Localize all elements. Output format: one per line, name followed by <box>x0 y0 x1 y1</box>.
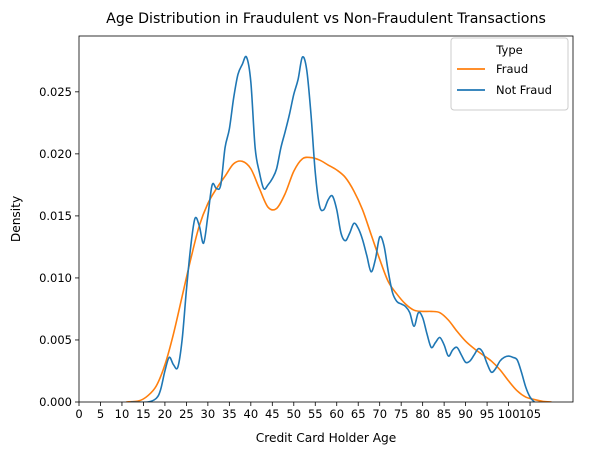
legend-label-not-fraud: Not Fraud <box>496 83 552 97</box>
x-tick-label: 85 <box>437 407 452 421</box>
x-tick-label: 20 <box>158 407 173 421</box>
y-tick-label: 0.020 <box>39 147 72 161</box>
x-tick-label: 15 <box>136 407 151 421</box>
x-tick-label: 45 <box>265 407 280 421</box>
x-tick-label: 90 <box>458 407 473 421</box>
x-tick-label: 100 <box>498 407 520 421</box>
x-tick-label: 35 <box>222 407 237 421</box>
legend-title: Type <box>495 43 522 57</box>
x-axis-label: Credit Card Holder Age <box>256 431 397 445</box>
x-tick-label: 60 <box>329 407 344 421</box>
x-tick-label: 10 <box>115 407 130 421</box>
series-line-fraud <box>126 156 552 402</box>
series-line-not-fraud <box>130 55 535 402</box>
x-tick-label: 30 <box>201 407 216 421</box>
y-tick-label: 0.005 <box>39 333 72 347</box>
x-tick-label: 50 <box>286 407 301 421</box>
legend-box <box>450 37 569 111</box>
x-tick-label: 40 <box>244 407 259 421</box>
x-tick-label: 5 <box>97 407 104 421</box>
x-tick-label: 75 <box>394 407 409 421</box>
y-axis-label: Density <box>9 196 23 242</box>
x-tick-label: 80 <box>415 407 430 421</box>
x-tick-label: 25 <box>179 407 194 421</box>
y-tick-label: 0.015 <box>39 209 72 223</box>
y-tick-label: 0.010 <box>39 271 72 285</box>
plot-area-frame <box>78 35 574 403</box>
x-tick-label: 0 <box>75 407 82 421</box>
x-tick-label: 55 <box>308 407 323 421</box>
y-tick-label: 0.000 <box>39 395 72 409</box>
x-tick-label: 70 <box>372 407 387 421</box>
legend: Type Fraud Not Fraud <box>450 37 569 111</box>
x-axis: 0 5 10 15 20 25 30 35 40 45 50 55 60 65 70 75 80 85 90 95 10… <box>75 402 541 421</box>
x-tick-label: 105 <box>519 407 541 421</box>
x-tick-label: 65 <box>351 407 366 421</box>
legend-label-fraud: Fraud <box>496 62 528 76</box>
series-lines <box>126 55 552 402</box>
x-tick-label: 95 <box>480 407 495 421</box>
y-tick-label: 0.025 <box>39 85 72 99</box>
chart-title: Age Distribution in Fraudulent vs Non-Fr… <box>106 11 546 27</box>
y-axis: 0.000 0.005 0.010 0.015 0.020 0.025 <box>39 85 79 409</box>
